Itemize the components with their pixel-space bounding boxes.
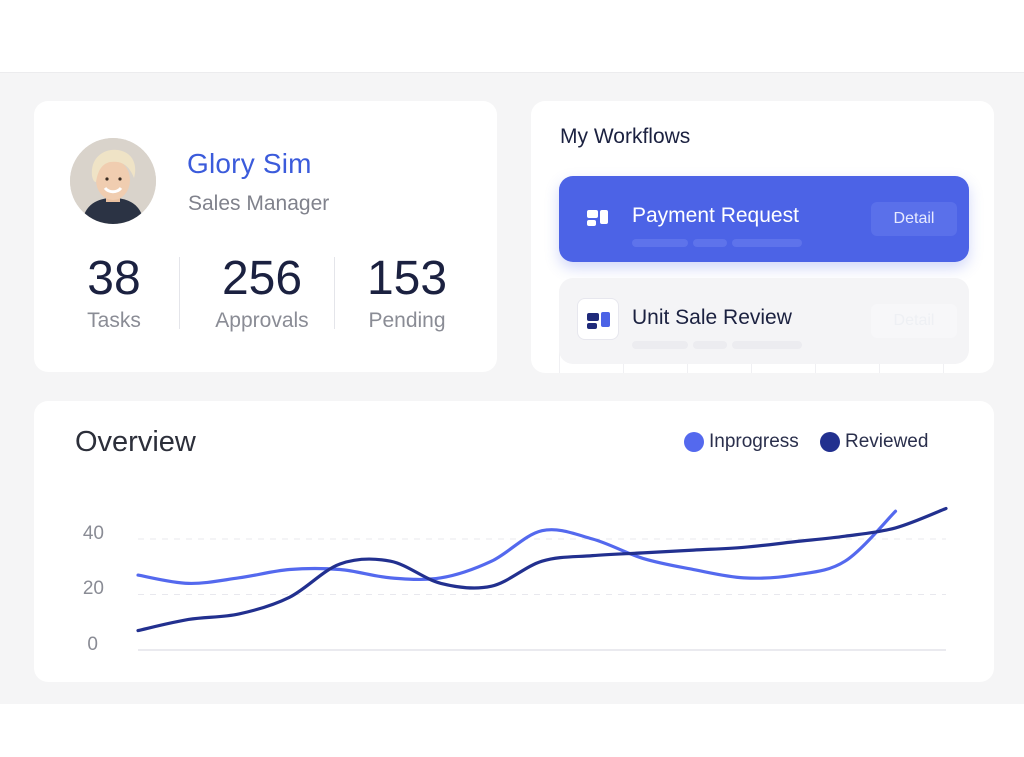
progress-segment	[732, 239, 802, 247]
user-role: Sales Manager	[188, 192, 330, 215]
stat-label: Tasks	[87, 309, 141, 332]
legend-dot-icon	[820, 432, 840, 452]
legend-dot-icon	[684, 432, 704, 452]
user-name: Glory Sim	[187, 148, 312, 179]
workflows-card: My Workflows Payment Request Detail	[531, 101, 994, 373]
overview-title: Overview	[75, 426, 196, 458]
workflow-item-unit-sale-review[interactable]: Unit Sale Review Detail	[559, 278, 969, 364]
legend-label: Inprogress	[709, 431, 799, 452]
stat-approvals: 256 Approvals	[202, 251, 322, 335]
stat-divider	[334, 257, 335, 329]
series-line-inprogress[interactable]	[136, 509, 898, 586]
progress-segment	[732, 341, 802, 349]
detail-button[interactable]: Detail	[871, 202, 957, 236]
workflow-icon	[577, 298, 619, 340]
dashboard-board: Glory Sim Sales Manager 38 Tasks 256 App…	[0, 72, 1024, 704]
legend-label: Reviewed	[845, 431, 929, 452]
overview-card: Overview Inprogress Reviewed 40 20 0	[34, 401, 994, 682]
workflow-item-payment-request[interactable]: Payment Request Detail	[559, 176, 969, 262]
progress-segment	[693, 341, 727, 349]
stat-label: Pending	[368, 309, 446, 332]
stat-tasks: 38 Tasks	[84, 251, 144, 335]
stat-value: 256	[221, 252, 303, 305]
overview-line-chart	[136, 506, 948, 651]
y-tick-label: 40	[82, 523, 104, 544]
stat-divider	[179, 257, 180, 329]
stat-value: 153	[366, 252, 448, 305]
y-tick-label: 0	[87, 634, 98, 655]
stat-value: 38	[87, 252, 141, 305]
legend-inprogress[interactable]: Inprogress	[684, 431, 799, 453]
series-line-reviewed[interactable]	[136, 506, 948, 633]
profile-card: Glory Sim Sales Manager 38 Tasks 256 App…	[34, 101, 497, 372]
workflow-label: Payment Request	[632, 204, 799, 227]
workflows-title: My Workflows	[560, 125, 691, 148]
stat-label: Approvals	[215, 309, 309, 332]
y-tick-label: 20	[82, 578, 104, 599]
progress-segment	[693, 239, 727, 247]
stat-pending: 153 Pending	[357, 251, 457, 335]
detail-button[interactable]: Detail	[871, 304, 957, 338]
legend-reviewed[interactable]: Reviewed	[820, 431, 928, 453]
workflow-label: Unit Sale Review	[632, 306, 792, 329]
avatar[interactable]	[70, 138, 156, 224]
user-photo-icon	[70, 138, 156, 224]
progress-segment	[632, 341, 688, 349]
progress-segment	[632, 239, 688, 247]
workflow-icon	[577, 196, 619, 238]
